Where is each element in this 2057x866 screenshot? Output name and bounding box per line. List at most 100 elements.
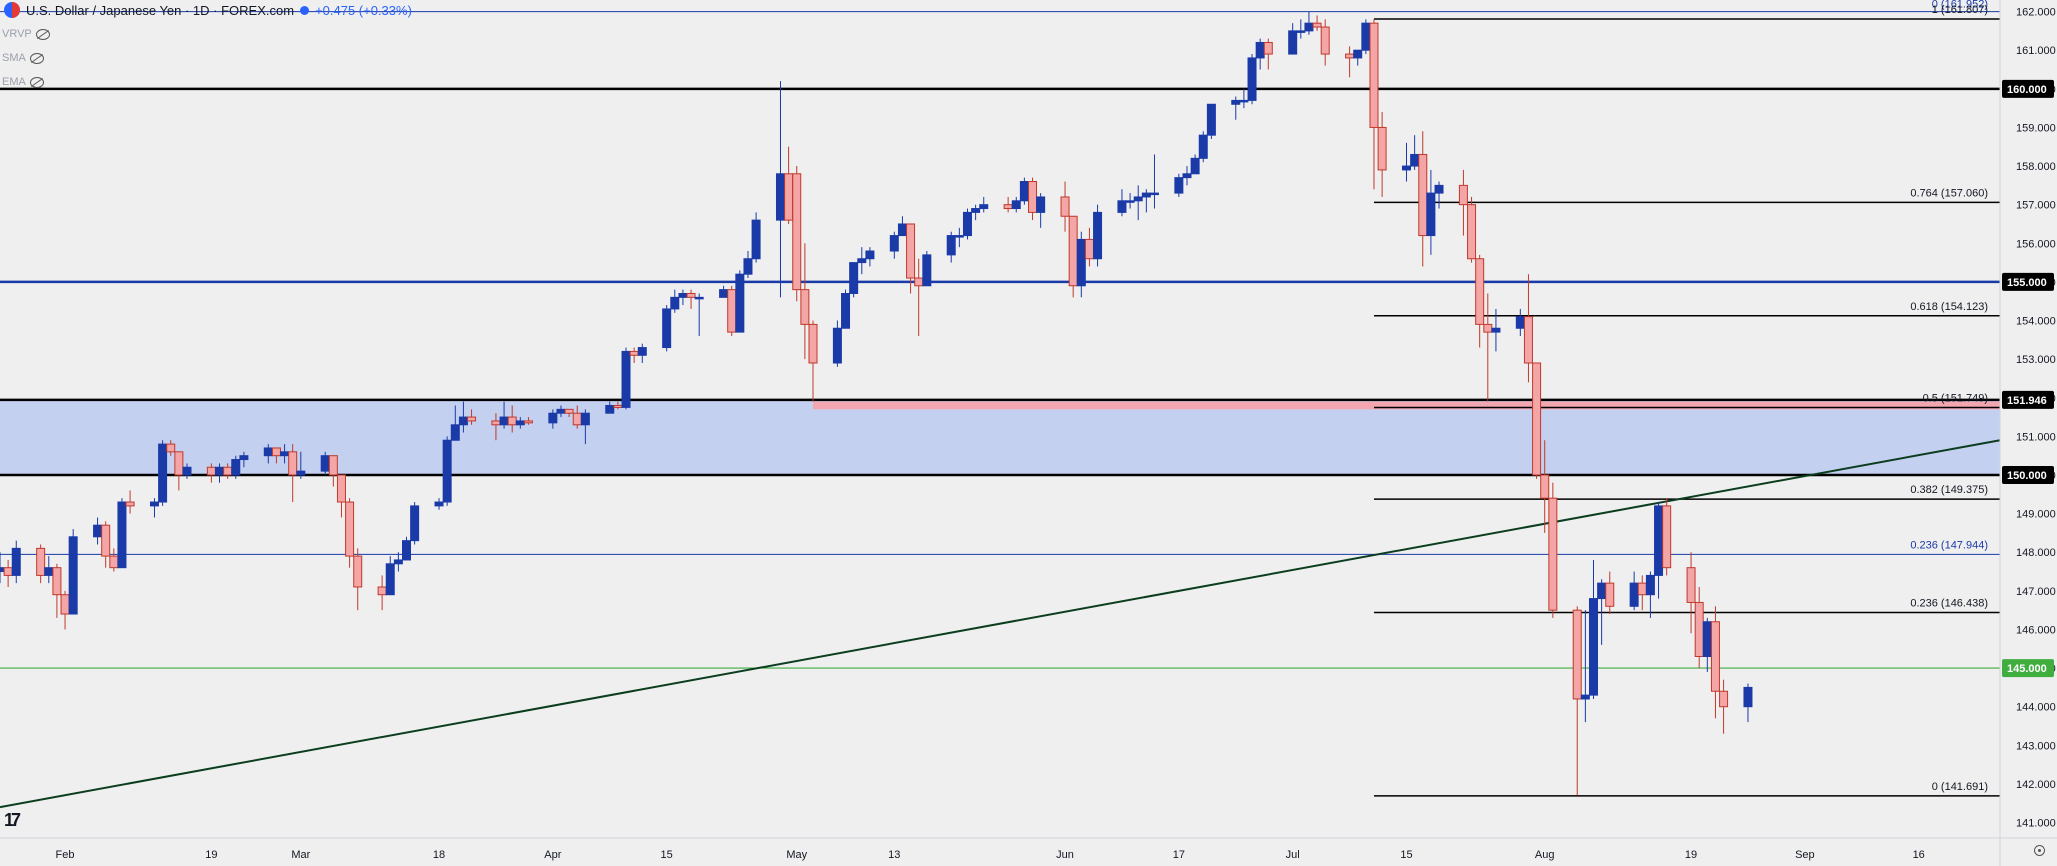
candle <box>1694 601 1704 657</box>
price-tick-label: 141.000 <box>2016 818 2056 830</box>
candle <box>1483 323 1493 333</box>
candle <box>206 466 216 476</box>
candle <box>101 524 111 557</box>
candle <box>1702 621 1712 657</box>
candle <box>841 292 851 329</box>
candle <box>1719 690 1729 708</box>
price-tick-label: 146.000 <box>2016 624 2056 636</box>
candle <box>678 292 688 298</box>
candle <box>1255 41 1265 59</box>
candle <box>1141 192 1151 198</box>
eye-off-icon[interactable] <box>29 76 44 88</box>
candle <box>1320 26 1330 55</box>
candle <box>735 273 745 333</box>
candle <box>1588 598 1598 696</box>
candle <box>1068 215 1078 287</box>
candle <box>686 292 696 298</box>
fib-label: 0.236 (147.944) <box>1910 539 1988 551</box>
candle <box>402 540 412 561</box>
candle <box>694 296 704 300</box>
fib-label: 1 (161.807) <box>1932 4 1988 16</box>
candle <box>897 223 907 237</box>
fib-label: 0 (161.952) <box>1932 0 1988 11</box>
candle <box>954 235 964 238</box>
eye-off-icon[interactable] <box>29 52 44 64</box>
candle <box>979 204 989 210</box>
candle <box>889 235 899 252</box>
candle <box>174 451 184 476</box>
candle <box>434 501 444 507</box>
candle <box>832 327 842 364</box>
candle <box>288 451 298 476</box>
price-badge <box>2002 659 2054 678</box>
candle <box>36 547 46 576</box>
candle <box>3 567 13 576</box>
price-tick-label: 142.000 <box>2016 779 2056 791</box>
candle <box>1117 200 1127 213</box>
candle <box>914 277 924 287</box>
candle <box>1190 157 1200 175</box>
candle <box>385 563 395 596</box>
price-axis <box>2000 0 2057 866</box>
candle <box>1580 694 1590 700</box>
settings-icon[interactable] <box>2034 845 2045 856</box>
candle <box>515 420 525 426</box>
candle <box>467 416 477 422</box>
price-tick-label: 144.000 <box>2016 702 2056 714</box>
chart-header: U.S. Dollar / Japanese Yen · 1D · FOREX.… <box>4 2 412 18</box>
indicator-ema[interactable]: EMA <box>2 76 44 88</box>
candle <box>11 547 21 576</box>
candle <box>1149 192 1159 196</box>
candle <box>1036 196 1046 213</box>
candle <box>60 594 70 615</box>
candle <box>605 404 615 414</box>
candle <box>971 208 981 213</box>
time-tick-label: Aug <box>1535 849 1555 861</box>
candle <box>1458 184 1468 206</box>
candle <box>1206 103 1216 136</box>
candle <box>166 443 176 453</box>
time-tick-label: Apr <box>544 849 561 861</box>
candle <box>1605 582 1615 607</box>
symbol-title[interactable]: U.S. Dollar / Japanese Yen · 1D · FOREX.… <box>26 2 295 18</box>
candle <box>1523 316 1533 364</box>
candle <box>44 567 54 576</box>
eye-off-icon[interactable] <box>35 28 50 40</box>
candle <box>507 416 517 426</box>
price-badge-label: 155.000 <box>2007 277 2047 289</box>
candle <box>336 474 346 503</box>
candle <box>52 567 62 596</box>
price-tick-label: 157.000 <box>2016 200 2056 212</box>
candle <box>1491 327 1501 333</box>
candle <box>792 173 802 291</box>
candle <box>564 408 574 414</box>
indicator-label: VRVP <box>2 28 32 40</box>
candle <box>1247 57 1257 101</box>
candle <box>1532 362 1542 476</box>
candle <box>109 555 119 569</box>
candle <box>1467 204 1477 260</box>
market-status-icon <box>300 5 310 15</box>
candle <box>223 466 233 476</box>
candle <box>442 439 452 503</box>
candle <box>271 447 281 457</box>
indicator-sma[interactable]: SMA <box>2 52 44 64</box>
candle <box>1637 582 1647 596</box>
candle <box>922 254 932 287</box>
time-tick-label: 18 <box>433 849 445 861</box>
indicator-label: EMA <box>2 76 26 88</box>
candle <box>1174 177 1184 194</box>
candle <box>1231 99 1241 105</box>
candle <box>1019 181 1029 202</box>
candle <box>1093 211 1103 260</box>
indicator-vrvp[interactable]: VRVP <box>2 28 50 40</box>
candle <box>491 420 501 426</box>
tradingview-logo-icon[interactable]: 17 <box>4 810 21 830</box>
price-tick-label: 143.000 <box>2016 740 2056 752</box>
candle <box>1662 505 1672 569</box>
time-tick-label: Feb <box>56 849 75 861</box>
candle <box>1710 621 1720 692</box>
candle <box>1345 53 1355 59</box>
candle <box>68 536 78 615</box>
